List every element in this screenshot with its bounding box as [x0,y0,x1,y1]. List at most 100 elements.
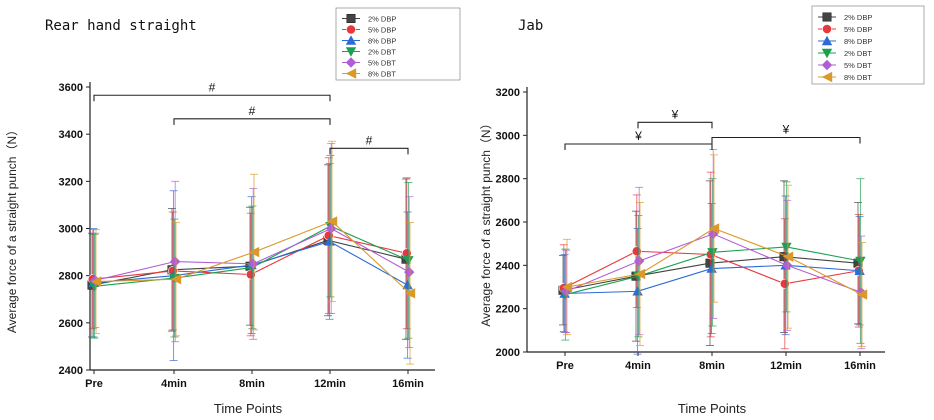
bracket-line [329,147,409,155]
x-tick-label: 16min [392,378,424,390]
significance-label: ¥ [671,107,679,121]
x-tick-label: 8min [699,360,725,372]
y-tick-label: 3000 [496,130,520,142]
y-tick-label: 2200 [496,304,520,316]
data-point [632,286,643,296]
data-point [855,256,866,267]
x-tick-label: 4min [161,378,187,390]
data-point [170,274,182,285]
y-tick-label: 2800 [496,174,520,186]
series-5-dbt [90,143,415,349]
data-point [782,260,793,271]
significance-label: ¥ [634,129,642,143]
bracket-line [564,143,713,150]
y-tick-label: 3200 [496,87,520,99]
significance-label: # [366,133,373,147]
bracket-line [93,94,331,102]
legend-marker [346,14,356,23]
x-tick-label: 16min [844,360,876,372]
data-point [708,223,720,234]
legend-marker [821,71,833,83]
legend-item: 8% DBT [818,71,872,83]
legend-label: 2% DBT [368,48,396,57]
legend-label: 2% DBT [844,49,872,58]
data-point [404,266,415,278]
legend-item: 5% DBP [818,24,872,34]
y-axis-label: Average force of a straight punch（N） [5,124,19,333]
x-tick-label: 12min [770,360,802,372]
significance-bracket: # [329,133,409,155]
data-point [90,276,102,287]
significance-bracket: ¥ [711,123,861,144]
legend-marker [346,24,356,35]
legend-item: 5% DBT [818,59,872,71]
legend-marker [821,48,833,59]
data-point [634,255,645,267]
legend-item: 8% DBT [342,68,396,79]
x-tick-label: 4min [625,360,651,372]
legend-label: 5% DBT [844,61,872,70]
data-point [403,256,414,266]
data-point [708,228,719,240]
chart-panel-2: Jab 2000 2200 2400 2600 2800 3000 3200 Pre 4min 8m… [479,5,925,416]
data-point [781,242,792,253]
significance-bracket: # [93,80,331,102]
legend-label: 8% DBP [368,37,396,46]
y-tick-label: 3400 [59,129,83,141]
data-point [561,281,573,293]
data-point [561,286,572,297]
x-axis-label: Time Points [214,401,283,416]
significance-bracket: ¥ [637,107,713,129]
y-tick-label: 2800 [59,271,83,283]
y-tick-label: 2000 [496,347,520,359]
data-point [170,256,181,267]
data-point [248,246,260,258]
legend-item: 5% DBT [342,57,396,68]
significance-bracket: ¥ [564,129,713,150]
bracket-line [711,136,861,144]
legend-marker [345,68,357,79]
data-point [326,223,337,234]
series-8-dbt [561,154,868,348]
data-point [248,258,259,270]
legend-item: 8% DBP [342,35,396,46]
legend-item: 2% DBP [818,12,872,22]
chart-title: Rear hand straight [45,18,197,34]
y-axis-label: Average force of a straight punch（N） [479,117,493,326]
bracket-line [173,118,331,125]
legend-item: 5% DBP [342,24,396,35]
x-tick-label: Pre [85,378,103,390]
legend-item: 2% DBT [342,47,396,57]
data-point [707,248,718,258]
significance-label: # [249,104,256,118]
data-point [326,216,338,227]
legend-label: 5% DBP [368,26,396,35]
data-point [404,288,416,299]
legend-marker [345,57,357,68]
y-tick-label: 2600 [59,318,83,330]
series-5-dbt [561,148,867,350]
significance-label: ¥ [782,123,790,137]
legend-label: 8% DBP [844,37,872,46]
legend-marker [821,59,833,71]
legend-label: 8% DBT [368,70,396,79]
x-tick-label: 8min [239,378,265,390]
legend-item: 8% DBP [818,35,872,46]
chart-panel-1: Rear hand straight 2400 2600 2800 3000 3200 34… [5,7,461,416]
bracket-line [637,121,713,129]
series-8-dbp [559,195,865,355]
legend: 2% DBP 5% DBP 8% DBP 2% DBT 5% DBT 8% DBT [811,5,925,85]
data-point [782,251,794,262]
legend-label: 5% DBP [844,25,872,34]
x-tick-label: 12min [314,378,346,390]
legend-box [335,7,461,81]
legend: 2% DBP 5% DBP 8% DBP 2% DBT 5% DBT 8% DBT [335,7,461,81]
significance-bracket: # [173,104,331,125]
chart-title: Jab [518,18,543,34]
legend-label: 5% DBT [368,59,396,68]
y-tick-label: 2400 [496,260,520,272]
x-axis-label: Time Points [678,401,747,416]
significance-label: # [209,80,216,94]
legend-marker [821,35,833,46]
